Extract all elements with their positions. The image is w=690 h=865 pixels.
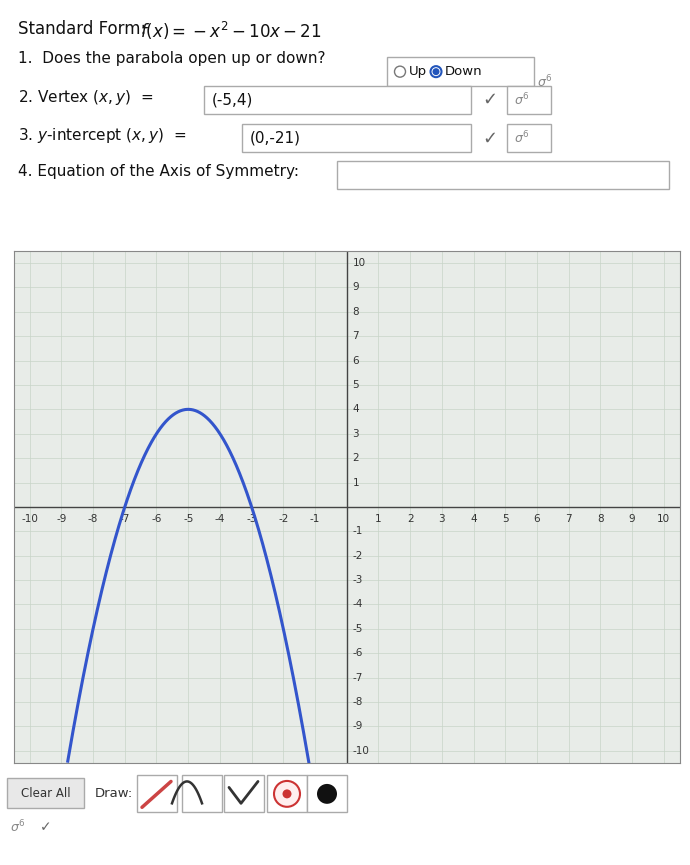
Text: (-5,4): (-5,4) — [212, 93, 253, 108]
Text: -10: -10 — [21, 514, 38, 524]
Text: 8: 8 — [597, 514, 604, 524]
Circle shape — [395, 66, 406, 77]
Text: 10: 10 — [353, 258, 366, 268]
Text: $\sigma^6$: $\sigma^6$ — [537, 74, 553, 91]
Text: 6: 6 — [533, 514, 540, 524]
Text: 2: 2 — [353, 453, 359, 463]
Text: 5: 5 — [502, 514, 509, 524]
Text: 3: 3 — [439, 514, 445, 524]
Text: -10: -10 — [353, 746, 369, 756]
Circle shape — [431, 66, 442, 77]
Text: 3. $y$-intercept $(x, y)$  =: 3. $y$-intercept $(x, y)$ = — [18, 126, 186, 145]
Text: -4: -4 — [353, 599, 363, 610]
Text: -7: -7 — [353, 673, 363, 682]
Text: 1: 1 — [353, 477, 359, 488]
Text: 9: 9 — [629, 514, 635, 524]
Text: -1: -1 — [310, 514, 320, 524]
Text: 4. Equation of the Axis of Symmetry:: 4. Equation of the Axis of Symmetry: — [18, 164, 299, 179]
Text: ✓: ✓ — [482, 129, 497, 147]
Text: Draw:: Draw: — [95, 787, 133, 800]
Text: 8: 8 — [353, 307, 359, 317]
Text: $f(x) = -x^2 - 10x - 21$: $f(x) = -x^2 - 10x - 21$ — [140, 20, 322, 42]
Text: 2: 2 — [407, 514, 413, 524]
Text: -9: -9 — [353, 721, 363, 731]
Text: 9: 9 — [353, 283, 359, 292]
Text: 1: 1 — [375, 514, 382, 524]
FancyBboxPatch shape — [387, 57, 534, 86]
Circle shape — [274, 781, 300, 807]
Text: 4: 4 — [471, 514, 477, 524]
Text: -1: -1 — [353, 526, 363, 536]
FancyBboxPatch shape — [7, 778, 84, 808]
Text: Clear All: Clear All — [21, 787, 71, 800]
Circle shape — [433, 68, 440, 75]
Text: 6: 6 — [353, 356, 359, 366]
Text: -6: -6 — [353, 648, 363, 658]
Circle shape — [317, 784, 337, 804]
FancyBboxPatch shape — [267, 775, 307, 812]
Text: ✓: ✓ — [40, 820, 52, 834]
Text: -4: -4 — [215, 514, 225, 524]
Text: Up: Up — [409, 65, 427, 78]
Text: -8: -8 — [353, 697, 363, 707]
Text: 10: 10 — [658, 514, 671, 524]
Text: -2: -2 — [353, 551, 363, 561]
Text: -8: -8 — [88, 514, 98, 524]
Text: -7: -7 — [119, 514, 130, 524]
Text: -6: -6 — [151, 514, 161, 524]
FancyBboxPatch shape — [224, 775, 264, 812]
FancyBboxPatch shape — [507, 86, 551, 114]
FancyBboxPatch shape — [137, 775, 177, 812]
Text: $\sigma^6$: $\sigma^6$ — [514, 130, 529, 146]
Text: 5: 5 — [353, 380, 359, 390]
Text: 7: 7 — [353, 331, 359, 341]
Text: Down: Down — [445, 65, 482, 78]
FancyBboxPatch shape — [337, 162, 669, 189]
Text: (0,-21): (0,-21) — [250, 131, 301, 146]
Text: 7: 7 — [565, 514, 572, 524]
Text: Standard Form:: Standard Form: — [18, 20, 157, 38]
Text: -3: -3 — [246, 514, 257, 524]
Text: -5: -5 — [353, 624, 363, 634]
Text: -3: -3 — [353, 575, 363, 585]
Text: 1.  Does the parabola open up or down?: 1. Does the parabola open up or down? — [18, 51, 326, 66]
FancyBboxPatch shape — [182, 775, 222, 812]
Text: -5: -5 — [183, 514, 193, 524]
Text: $\sigma^6$: $\sigma^6$ — [514, 92, 529, 108]
Text: 3: 3 — [353, 429, 359, 439]
Text: 2. Vertex $(x, y)$  =: 2. Vertex $(x, y)$ = — [18, 88, 153, 107]
FancyBboxPatch shape — [242, 125, 471, 152]
Circle shape — [282, 790, 291, 798]
Text: $\sigma^6$: $\sigma^6$ — [10, 819, 26, 836]
Text: -9: -9 — [56, 514, 66, 524]
FancyBboxPatch shape — [507, 125, 551, 152]
FancyBboxPatch shape — [204, 86, 471, 114]
Text: -2: -2 — [278, 514, 288, 524]
FancyBboxPatch shape — [307, 775, 347, 812]
Text: ✓: ✓ — [482, 91, 497, 109]
Text: 4: 4 — [353, 404, 359, 414]
